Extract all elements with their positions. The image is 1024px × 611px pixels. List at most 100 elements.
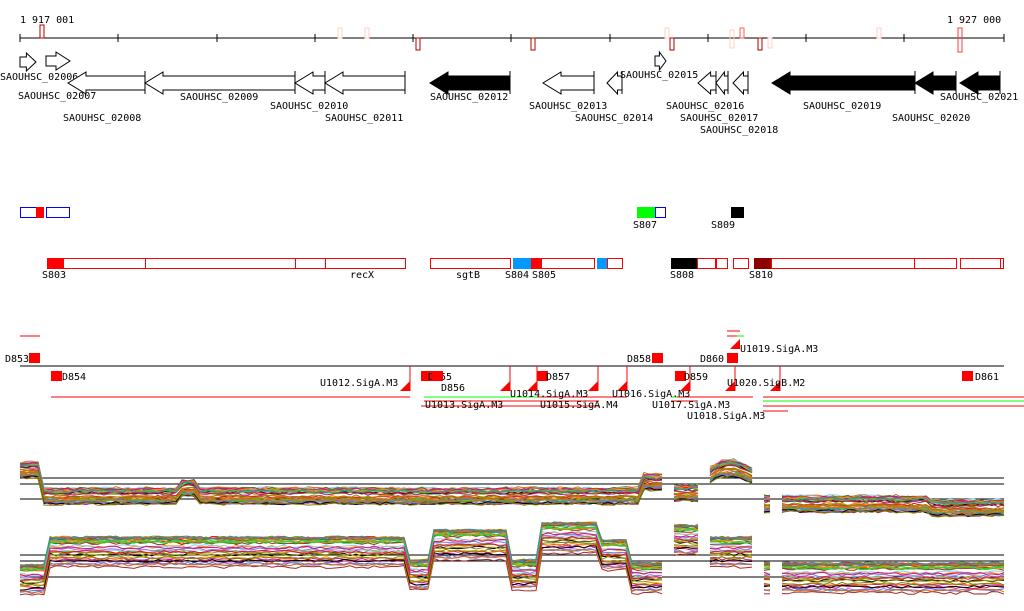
feature-label: D856 xyxy=(441,383,465,394)
gene-saouhsc_02018[interactable]: SAOUHSC_02018 xyxy=(700,70,778,136)
expression-trace xyxy=(19,539,1004,585)
segment-box[interactable] xyxy=(46,207,70,218)
feature-label: D860 xyxy=(700,354,724,365)
segment-box[interactable] xyxy=(63,258,146,269)
feature-block[interactable] xyxy=(537,371,548,381)
gene-saouhsc_02021[interactable]: SAOUHSC_02021 xyxy=(940,71,1018,103)
segment-box[interactable] xyxy=(541,258,595,269)
promoter-triangle-icon xyxy=(725,381,735,391)
expression-trace xyxy=(19,531,1005,578)
ruler-marker xyxy=(669,37,675,51)
segment-label: S805 xyxy=(532,270,556,281)
feature-label: D857 xyxy=(546,372,570,383)
segment-box[interactable] xyxy=(607,258,623,269)
gene-saouhsc_02011[interactable]: SAOUHSC_02011 xyxy=(324,71,406,124)
promoter-triangle-icon xyxy=(588,381,598,391)
segment-box[interactable] xyxy=(716,258,728,269)
expression-trace xyxy=(19,462,1005,505)
feature-block[interactable] xyxy=(962,371,973,381)
ruler-marker xyxy=(876,27,882,39)
gene-label: SAOUHSC_02008 xyxy=(63,113,141,124)
segment-box[interactable] xyxy=(531,258,542,269)
segment-box[interactable] xyxy=(20,207,37,218)
gene-label: SAOUHSC_02012 xyxy=(430,92,508,103)
segment-box[interactable] xyxy=(430,258,511,269)
gene-arrow-icon xyxy=(959,71,1001,95)
segment-box[interactable] xyxy=(731,207,744,218)
ruler-marker xyxy=(530,37,536,51)
gene-saouhsc_02013[interactable]: SAOUHSC_02013 xyxy=(529,71,607,112)
gene-saouhsc_02009[interactable]: SAOUHSC_02009 xyxy=(144,71,296,103)
gene-saouhsc_02020[interactable]: SAOUHSC_02020 xyxy=(892,71,970,124)
gene-label: SAOUHSC_02020 xyxy=(892,113,970,124)
expression-trace xyxy=(19,474,1005,518)
feature-label: U1014.SigA.M3 xyxy=(510,389,588,400)
gene-saouhsc_02007[interactable]: SAOUHSC_02007 xyxy=(18,51,96,102)
segment-box[interactable] xyxy=(671,258,698,269)
expression-trace xyxy=(19,545,1005,591)
segment-box[interactable] xyxy=(733,258,749,269)
segment-box[interactable] xyxy=(754,258,772,269)
segment-box[interactable] xyxy=(914,258,957,269)
gene-label: SAOUHSC_02021 xyxy=(940,92,1018,103)
promoter-triangle-icon xyxy=(770,381,780,391)
promoter-triangle-icon xyxy=(527,381,537,391)
gene-saouhsc_02019[interactable]: SAOUHSC_02019 xyxy=(771,71,916,112)
promoter-triangle-icon xyxy=(500,381,510,391)
ruler-marker xyxy=(415,37,421,51)
ruler-marker xyxy=(957,27,963,53)
segment-box[interactable] xyxy=(145,258,296,269)
gene-label: SAOUHSC_02015 xyxy=(620,70,698,81)
segment-box[interactable] xyxy=(47,258,64,269)
gene-label: SAOUHSC_02014 xyxy=(575,113,653,124)
feature-block[interactable] xyxy=(51,371,62,381)
feature-block[interactable] xyxy=(652,353,663,363)
ruler-start-label: 1 917 001 xyxy=(20,15,74,26)
segment-box[interactable] xyxy=(513,258,532,269)
feature-label: U1019.SigA.M3 xyxy=(740,344,818,355)
segment-label: recX xyxy=(350,270,374,281)
gene-saouhsc_02012[interactable]: SAOUHSC_02012 xyxy=(429,71,511,103)
segment-box[interactable] xyxy=(1000,258,1004,269)
gene-saouhsc_02014[interactable]: SAOUHSC_02014 xyxy=(575,70,653,124)
ruler-marker xyxy=(39,24,45,39)
segment-box[interactable] xyxy=(36,207,44,218)
feature-label: U1016.SigA.M3 xyxy=(612,389,690,400)
feature-block[interactable] xyxy=(421,371,432,381)
gene-saouhsc_02006[interactable]: SAOUHSC_02006 xyxy=(0,51,78,83)
segment-box[interactable] xyxy=(295,258,326,269)
gene-saouhsc_02017[interactable]: SAOUHSC_02017 xyxy=(680,70,758,124)
gene-saouhsc_02016[interactable]: SAOUHSC_02016 xyxy=(666,70,744,112)
segment-box[interactable] xyxy=(597,258,608,269)
expression-trace xyxy=(19,551,1005,596)
gene-saouhsc_02015[interactable]: SAOUHSC_02015 xyxy=(620,50,698,81)
feature-block[interactable] xyxy=(432,371,443,381)
gene-arrow-icon xyxy=(732,70,749,96)
segment-label: S804 xyxy=(505,270,529,281)
segment-box[interactable] xyxy=(637,207,656,218)
promoter-triangle-icon xyxy=(730,339,740,349)
feature-label: D858 xyxy=(627,354,651,365)
segment-box[interactable] xyxy=(697,258,716,269)
expression-trace xyxy=(19,536,1005,582)
segment-label: S807 xyxy=(633,220,657,231)
gene-arrow-icon xyxy=(19,51,37,73)
feature-block[interactable] xyxy=(727,353,738,363)
gene-label: SAOUHSC_02016 xyxy=(666,101,744,112)
segment-box[interactable] xyxy=(960,258,1001,269)
gene-arrow-icon xyxy=(542,71,595,95)
promoter-triangle-icon xyxy=(617,381,627,391)
feature-block[interactable] xyxy=(675,371,686,381)
segment-box[interactable] xyxy=(325,258,406,269)
feature-label: U1017.SigA.M3 xyxy=(652,400,730,411)
ruler-marker xyxy=(767,37,773,49)
segment-box[interactable] xyxy=(655,207,666,218)
gene-label: SAOUHSC_02010 xyxy=(270,101,348,112)
gene-arrow-icon xyxy=(771,71,916,95)
feature-label: D861 xyxy=(975,372,999,383)
feature-block[interactable] xyxy=(29,353,40,363)
gene-label: SAOUHSC_02006 xyxy=(0,72,78,83)
segment-label: S803 xyxy=(42,270,66,281)
segment-box[interactable] xyxy=(771,258,915,269)
